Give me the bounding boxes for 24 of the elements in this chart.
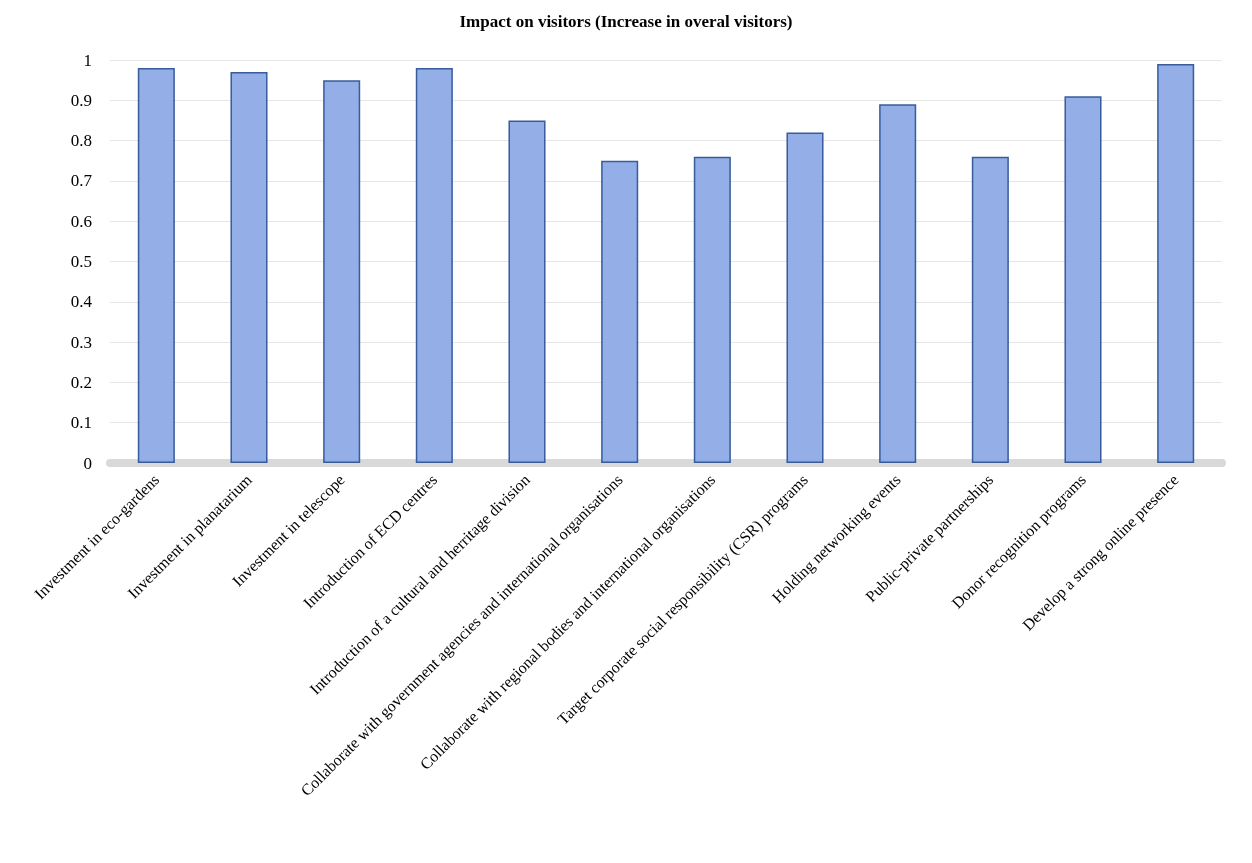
y-tick-label: 0.9: [70, 90, 92, 110]
y-tick-label: 0.6: [70, 211, 92, 231]
bar: [415, 68, 453, 463]
y-tick-label: 0.4: [70, 292, 93, 312]
bar: [971, 156, 1009, 463]
bar: [879, 104, 917, 463]
y-tick-label: 1: [83, 50, 92, 70]
bar: [1064, 96, 1102, 463]
y-tick-label: 0.8: [70, 131, 92, 151]
bar: [693, 156, 731, 463]
bar: [601, 160, 639, 463]
y-tick-label: 0.7: [70, 171, 93, 191]
y-tick-label: 0.1: [70, 413, 92, 433]
bar: [323, 80, 361, 463]
bar: [230, 72, 268, 463]
chart-title: Impact on visitors (Increase in overal visitors): [459, 12, 793, 31]
y-tick-label: 0: [83, 453, 92, 473]
bar: [786, 132, 824, 463]
y-tick-label: 0.3: [70, 332, 92, 352]
bar: [137, 68, 175, 463]
bar: [508, 120, 546, 463]
bar: [1157, 64, 1195, 463]
y-tick-label: 0.2: [70, 372, 92, 392]
y-tick-label: 0.5: [70, 252, 92, 271]
